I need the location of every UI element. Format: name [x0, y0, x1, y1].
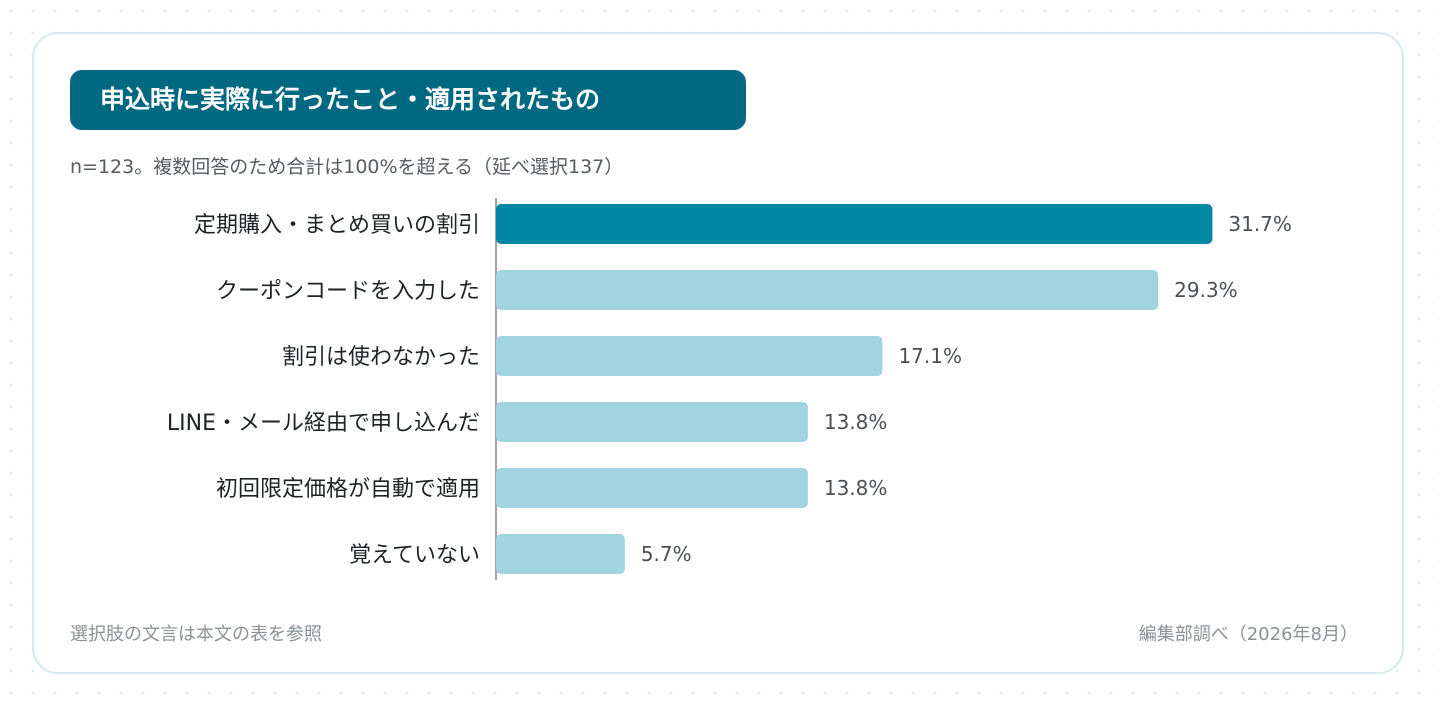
bar-1 — [496, 204, 1213, 244]
bar-4 — [496, 402, 808, 442]
category-label-1: 定期購入・まとめ買いの割引 — [194, 213, 480, 238]
value-label-1: 31.7% — [1228, 212, 1292, 236]
chart-subtitle: n=123。複数回答のため合計は100%を超える（延べ選択137） — [70, 156, 624, 178]
category-label-5: 初回限定価格が自動で適用 — [216, 477, 480, 502]
value-label-4: 13.8% — [824, 410, 888, 434]
bar-5 — [496, 468, 808, 508]
value-label-2: 29.3% — [1174, 278, 1238, 302]
category-label-4: LINE・メール経由で申し込んだ — [167, 411, 480, 436]
bar-3 — [496, 336, 883, 376]
category-label-3: 割引は使わなかった — [282, 345, 480, 370]
footnote-survey-credit: 編集部調べ（2026年8月） — [1138, 624, 1358, 645]
bar-2 — [496, 270, 1159, 310]
chart-card: 申込時に実際に行ったこと・適用されたもの n=123。複数回答のため合計は100… — [32, 32, 1404, 674]
bar-6 — [496, 534, 625, 574]
value-label-6: 5.7% — [641, 542, 692, 566]
category-label-6: 覚えていない — [349, 543, 480, 568]
footnote-source-note: 選択肢の文言は本文の表を参照 — [70, 624, 322, 645]
chart-title: 申込時に実際に行ったこと・適用されたもの — [70, 70, 746, 130]
value-label-3: 17.1% — [898, 344, 962, 368]
bar-chart: 定期購入・まとめ買いの割引 31.7% クーポンコードを入力した 29.3% 割引は使わ… — [167, 198, 1292, 580]
value-label-5: 13.8% — [824, 476, 888, 500]
category-label-2: クーポンコードを入力した — [216, 279, 480, 304]
